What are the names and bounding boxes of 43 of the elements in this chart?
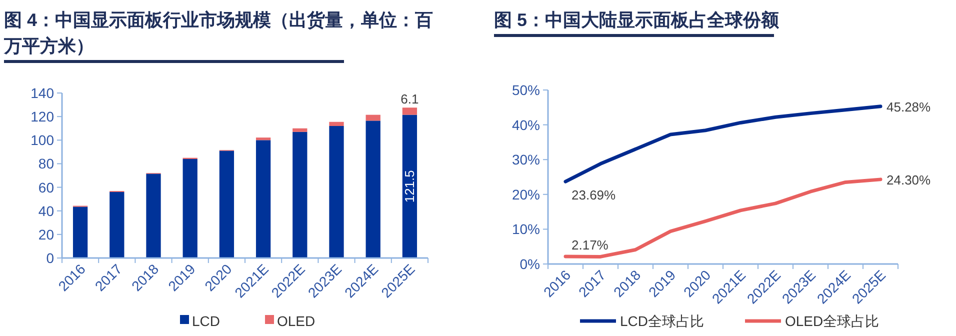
y-tick-label: 80: [38, 156, 54, 172]
legend-label: OLED全球占比: [785, 313, 880, 329]
y-tick-label: 50%: [512, 82, 540, 98]
data-label: 45.28%: [886, 99, 932, 114]
data-label: 23.69%: [572, 188, 616, 203]
bar: [256, 140, 271, 258]
line-series: [564, 104, 882, 184]
bar: [292, 132, 308, 258]
legend-label: LCD: [192, 313, 220, 329]
data-label: 121.5: [402, 170, 418, 203]
bar: [292, 128, 308, 132]
y-tick-label: 0%: [520, 256, 540, 272]
bar: [366, 120, 380, 258]
legend-label: LCD全球占比: [620, 313, 704, 329]
y-tick-label: 20%: [512, 186, 540, 202]
chart-title: 图 5：中国大陆显示面板占全球份额: [494, 10, 780, 30]
y-tick-label: 140: [30, 85, 54, 101]
chart-title: 图 4：中国显示面板行业市场规模（出货量，单位：百万平方米）: [3, 10, 434, 56]
bar: [329, 126, 344, 258]
y-tick-label: 10%: [512, 221, 540, 238]
bar: [402, 108, 418, 115]
bar: [182, 159, 198, 258]
bar: [402, 114, 418, 258]
bar: [366, 114, 380, 121]
legend-label: OLED: [277, 313, 316, 329]
y-tick-label: 100: [30, 132, 54, 148]
y-tick-label: 60: [38, 179, 54, 196]
data-label: 6.1: [400, 92, 419, 107]
bar: [219, 150, 234, 258]
data-label: 24.30%: [886, 172, 932, 188]
bar: [146, 174, 161, 258]
bar: [110, 192, 124, 258]
y-tick-label: 120: [30, 108, 54, 125]
y-tick-label: 20: [38, 226, 54, 242]
y-tick-label: 40: [38, 202, 54, 219]
y-tick-label: 0: [46, 250, 54, 266]
data-label: 2.17%: [572, 237, 609, 252]
bar: [256, 138, 271, 140]
bar: [329, 122, 344, 126]
line-series: [564, 178, 882, 258]
y-tick-label: 40%: [512, 116, 540, 133]
y-tick-label: 30%: [512, 152, 540, 168]
bar: [72, 206, 88, 258]
